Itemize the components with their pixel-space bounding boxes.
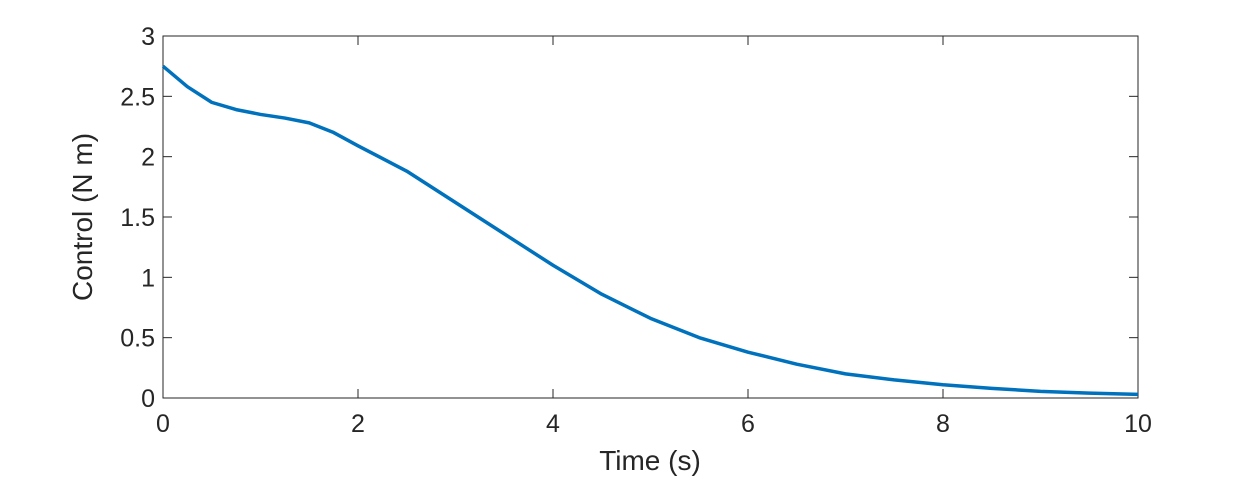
y-tick-label: 1: [141, 264, 155, 292]
data-line: [161, 64, 1139, 397]
y-tick-label: 0: [141, 385, 155, 413]
x-tick-label: 0: [156, 410, 170, 438]
plot-frame: [162, 35, 1139, 399]
y-tick-label: 2.5: [120, 83, 155, 111]
x-tick-label: 8: [936, 410, 950, 438]
y-tick-label: 0.5: [120, 325, 155, 353]
x-axis-label: Time (s): [599, 445, 701, 476]
y-tick-label: 1.5: [120, 204, 155, 232]
y-tick-label: 3: [141, 23, 155, 51]
x-tick-label: 10: [1124, 410, 1152, 438]
x-tick-label: 2: [351, 410, 365, 438]
x-tick-label: 4: [546, 410, 560, 438]
x-tick-label: 6: [741, 410, 755, 438]
y-tick-label: 2: [141, 144, 155, 172]
y-axis-label: Control (N m): [67, 133, 98, 301]
